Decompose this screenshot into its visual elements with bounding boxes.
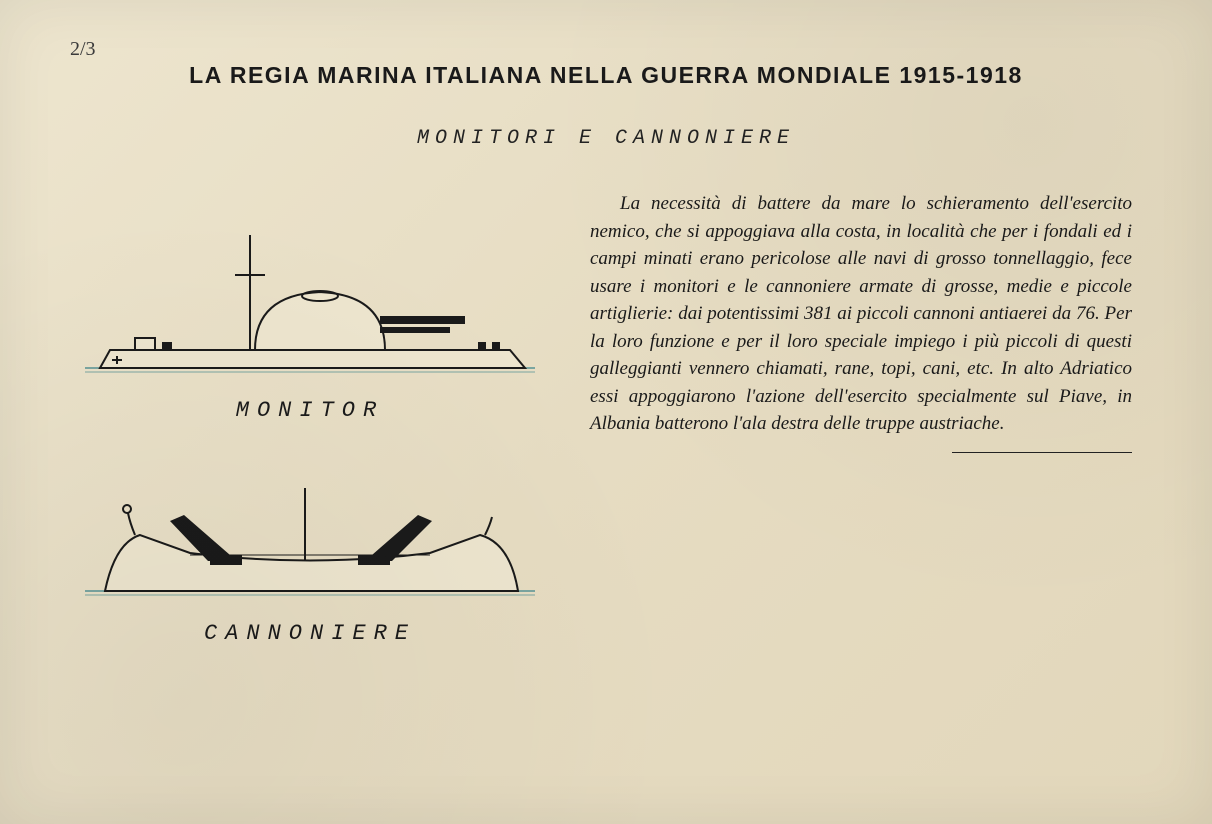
postcard: 2/3 LA REGIA MARINA ITALIANA NELLA GUERR… xyxy=(0,0,1212,824)
body-paragraph: La necessità di battere da mare lo schie… xyxy=(590,190,1132,438)
description-text: La necessità di battere da mare lo schie… xyxy=(590,180,1152,646)
subtitle: MONITORI E CANNONIERE xyxy=(40,127,1172,150)
monitor-block: MONITOR xyxy=(60,220,560,423)
diagram-column: MONITOR xyxy=(60,180,560,646)
cannoniere-block: CANNONIERE xyxy=(60,443,560,646)
monitor-label: MONITOR xyxy=(236,398,384,423)
main-title: LA REGIA MARINA ITALIANA NELLA GUERRA MO… xyxy=(40,62,1172,89)
end-rule xyxy=(952,452,1132,453)
content-row: MONITOR xyxy=(40,180,1172,646)
corner-annotation: 2/3 xyxy=(70,38,96,61)
cannoniere-diagram xyxy=(80,443,540,613)
cannoniere-label: CANNONIERE xyxy=(204,621,416,646)
monitor-diagram xyxy=(80,220,540,390)
